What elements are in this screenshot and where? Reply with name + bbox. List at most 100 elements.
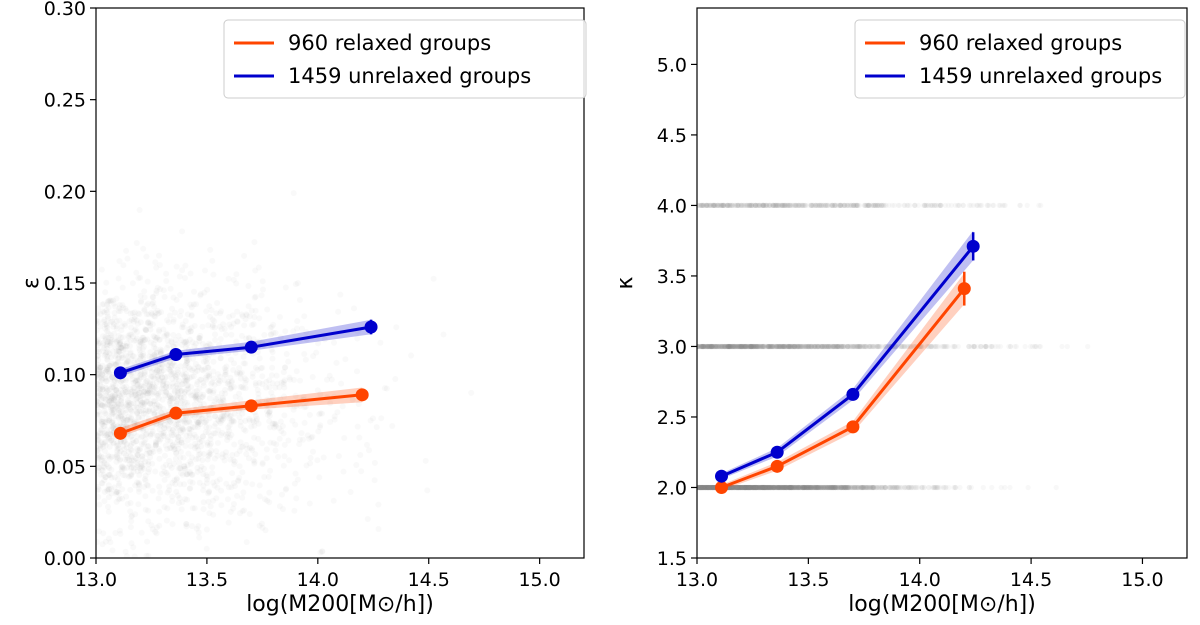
background-point (732, 484, 738, 491)
background-point (785, 484, 791, 491)
background-point (934, 484, 940, 491)
background-point (182, 465, 189, 472)
background-point (810, 484, 816, 491)
background-point (788, 484, 794, 491)
background-point (111, 392, 118, 399)
background-point (121, 320, 128, 327)
background-point (103, 320, 110, 327)
background-point (823, 484, 829, 491)
background-point (772, 484, 778, 491)
background-point (743, 484, 749, 491)
background-point (204, 364, 211, 371)
background-point (102, 442, 109, 449)
background-point (156, 437, 163, 444)
background-point (340, 468, 347, 475)
background-point (737, 484, 743, 491)
background-point (119, 383, 126, 390)
background-point (697, 484, 702, 491)
background-point (134, 381, 141, 388)
background-point (256, 379, 263, 386)
background-point (103, 307, 110, 314)
background-point (104, 345, 111, 352)
background-point (169, 380, 176, 387)
x-tick-label: 14.0 (297, 569, 339, 591)
background-point (330, 497, 337, 504)
background-point (934, 484, 940, 491)
background-point (702, 484, 708, 491)
background-point (131, 327, 138, 334)
background-point (101, 352, 108, 359)
background-point (147, 454, 154, 461)
background-point (298, 430, 305, 437)
background-point (221, 365, 228, 372)
background-point (104, 417, 111, 423)
background-point (728, 343, 735, 350)
background-point (731, 484, 738, 491)
background-point (207, 341, 214, 348)
background-point (103, 419, 110, 426)
background-point (745, 484, 751, 491)
background-point (825, 484, 831, 491)
background-point (761, 484, 767, 491)
background-point (128, 324, 135, 331)
background-point (155, 436, 162, 443)
background-point (249, 447, 256, 454)
background-point (810, 484, 816, 491)
background-point (129, 437, 136, 443)
background-point (824, 484, 830, 491)
background-point (816, 484, 822, 491)
background-point (185, 382, 191, 389)
background-point (143, 552, 150, 558)
background-point (941, 484, 947, 491)
background-point (165, 319, 172, 326)
background-point (191, 431, 198, 438)
background-point (136, 472, 143, 478)
background-point (97, 378, 104, 384)
background-point (137, 372, 144, 379)
background-point (132, 392, 139, 398)
background-point (188, 324, 195, 331)
background-point (751, 484, 758, 491)
background-point (710, 484, 717, 491)
background-point (105, 298, 112, 304)
background-point (118, 464, 125, 471)
background-point (765, 484, 772, 491)
background-point (860, 484, 866, 491)
background-point (735, 484, 742, 491)
background-point (151, 313, 158, 319)
background-point (763, 484, 770, 491)
background-point (252, 380, 259, 387)
background-point (753, 484, 760, 491)
background-point (120, 304, 127, 311)
background-point (115, 407, 122, 414)
background-point (205, 498, 212, 505)
background-point (106, 417, 113, 424)
background-point (738, 484, 744, 491)
background-point (793, 484, 800, 491)
background-point (112, 336, 118, 343)
background-point (97, 364, 104, 371)
background-point (163, 380, 170, 387)
background-point (110, 439, 116, 446)
background-point (771, 484, 778, 491)
background-point (796, 484, 802, 491)
background-point (152, 337, 159, 343)
background-point (117, 344, 124, 351)
background-point (104, 431, 111, 438)
background-point (762, 484, 768, 491)
background-point (205, 429, 212, 436)
background-point (835, 484, 841, 491)
background-point (100, 423, 107, 429)
background-point (220, 397, 227, 404)
background-point (246, 313, 253, 320)
background-point (124, 255, 131, 262)
background-point (710, 484, 717, 491)
background-point (110, 300, 117, 307)
background-point (211, 318, 218, 325)
background-point (840, 484, 847, 491)
background-point (188, 312, 195, 319)
background-point (101, 342, 107, 349)
background-point (806, 484, 812, 491)
background-point (101, 477, 108, 484)
background-point (697, 484, 701, 491)
